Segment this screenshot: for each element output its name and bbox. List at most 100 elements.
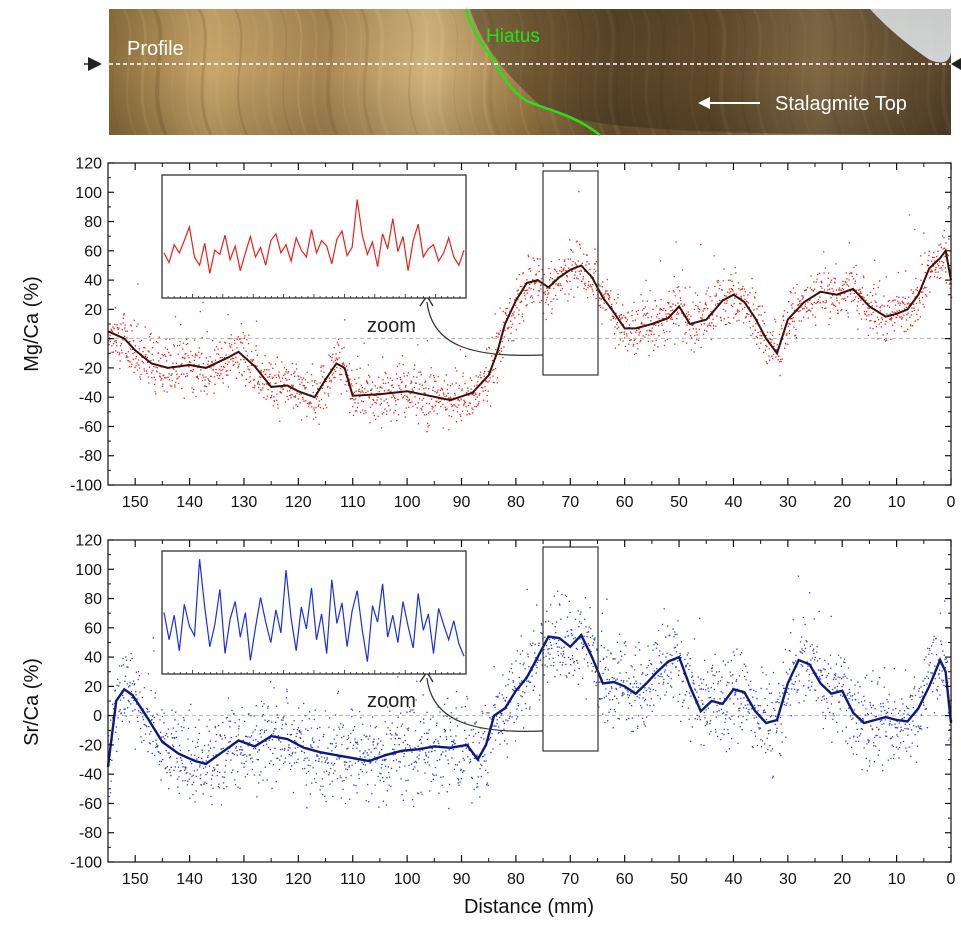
data-point <box>947 254 950 257</box>
data-point <box>176 778 179 780</box>
data-point <box>425 414 427 416</box>
data-point <box>670 306 672 308</box>
data-point <box>763 339 765 341</box>
data-point <box>271 394 273 397</box>
data-point <box>155 341 158 343</box>
data-point <box>835 305 837 307</box>
data-point <box>910 695 912 697</box>
data-point <box>423 414 426 416</box>
data-point <box>357 390 360 392</box>
data-point <box>320 785 322 787</box>
data-point <box>645 689 647 692</box>
data-point <box>134 683 136 685</box>
data-point <box>235 735 237 738</box>
data-point <box>475 393 477 395</box>
data-point <box>472 728 474 730</box>
data-point <box>884 735 887 737</box>
data-point <box>487 381 489 383</box>
data-point <box>746 313 748 315</box>
data-point <box>510 701 512 703</box>
data-point <box>139 691 141 693</box>
data-point <box>636 682 638 685</box>
data-point <box>346 380 348 382</box>
data-point <box>480 763 482 765</box>
data-point <box>620 318 622 320</box>
data-point <box>669 305 671 308</box>
data-point <box>725 295 727 297</box>
data-point <box>322 376 324 378</box>
data-point <box>280 719 283 721</box>
data-point <box>680 299 682 302</box>
data-point <box>408 706 411 709</box>
data-point <box>291 765 293 767</box>
data-point <box>324 761 326 763</box>
data-point <box>419 398 421 400</box>
data-point <box>352 747 354 750</box>
data-point <box>398 744 400 746</box>
data-point <box>844 675 846 677</box>
data-point <box>467 390 469 392</box>
data-point <box>622 304 624 306</box>
data-point <box>363 734 365 736</box>
data-point <box>466 414 468 416</box>
data-point <box>278 377 281 379</box>
data-point <box>910 325 912 327</box>
data-point <box>703 711 705 713</box>
data-point <box>158 764 160 766</box>
data-point <box>231 771 233 774</box>
data-point <box>201 379 204 382</box>
data-point <box>740 303 742 305</box>
data-point <box>584 282 586 284</box>
data-point <box>595 670 597 672</box>
data-point <box>405 385 407 387</box>
data-point <box>930 269 932 271</box>
data-point <box>855 264 857 267</box>
data-point <box>173 345 175 347</box>
data-point <box>894 701 896 703</box>
data-point <box>626 333 628 335</box>
data-point <box>185 772 187 774</box>
data-point <box>239 749 241 751</box>
data-point <box>912 291 914 293</box>
data-point <box>675 666 677 668</box>
data-point <box>324 392 326 394</box>
data-point <box>545 645 548 647</box>
data-point <box>532 689 535 691</box>
data-point <box>335 714 337 716</box>
data-point <box>720 317 722 319</box>
data-point <box>354 762 356 764</box>
data-point <box>922 692 924 694</box>
data-point <box>842 280 844 283</box>
data-point <box>647 673 649 676</box>
data-point <box>663 344 666 347</box>
data-point <box>229 726 231 728</box>
data-point <box>682 701 684 704</box>
data-point <box>712 313 714 315</box>
data-point <box>171 737 173 739</box>
data-point <box>276 757 278 759</box>
data-point <box>476 783 478 785</box>
data-point <box>540 288 542 290</box>
data-point <box>481 387 484 389</box>
data-point <box>196 758 198 760</box>
data-point <box>392 754 394 756</box>
data-point <box>519 301 521 304</box>
data-point <box>634 669 636 671</box>
data-point <box>131 697 133 699</box>
data-point <box>574 637 576 639</box>
data-point <box>409 711 411 713</box>
data-point <box>134 366 136 369</box>
data-point <box>906 750 908 753</box>
data-point <box>870 301 872 303</box>
y-tick-label: -60 <box>79 419 102 436</box>
data-point <box>460 768 462 770</box>
data-point <box>814 288 816 290</box>
data-point <box>861 287 863 289</box>
data-point <box>351 709 354 711</box>
data-point <box>942 265 944 267</box>
data-point <box>755 336 757 338</box>
data-point <box>114 340 116 342</box>
data-point <box>614 333 616 335</box>
data-point <box>400 378 402 381</box>
